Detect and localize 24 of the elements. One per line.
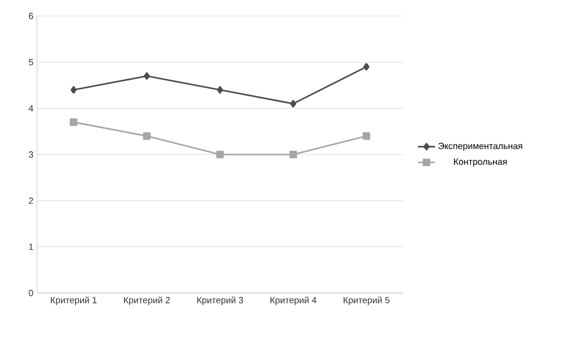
y-tick-label: 1 xyxy=(29,244,34,250)
y-tick-label: 0 xyxy=(28,290,34,296)
y-tick-label: 4 xyxy=(28,105,34,112)
y-tick-label: 3 xyxy=(28,151,34,158)
point xyxy=(362,132,370,140)
x-tick-label: Критерий 2 xyxy=(124,296,170,306)
y-tick-label: 2 xyxy=(28,198,34,204)
point xyxy=(70,86,77,94)
point xyxy=(70,118,78,126)
point xyxy=(144,72,150,80)
point xyxy=(216,150,224,158)
x-tick-label: Критерий 1 xyxy=(50,296,97,306)
point xyxy=(290,100,296,108)
point xyxy=(216,86,224,94)
x-tick-label: Критерий 3 xyxy=(197,296,244,306)
legend-label: Контрольная xyxy=(454,158,507,167)
point xyxy=(143,132,151,140)
point xyxy=(289,150,297,158)
x-tick-label: Критерий 5 xyxy=(344,296,390,306)
y-tick-label: 6 xyxy=(28,12,34,20)
point xyxy=(363,62,370,71)
legend-label: Экспериментальная xyxy=(438,142,522,151)
x-tick-label: Критерий 4 xyxy=(270,296,316,306)
y-tick-label: 5 xyxy=(28,59,34,66)
